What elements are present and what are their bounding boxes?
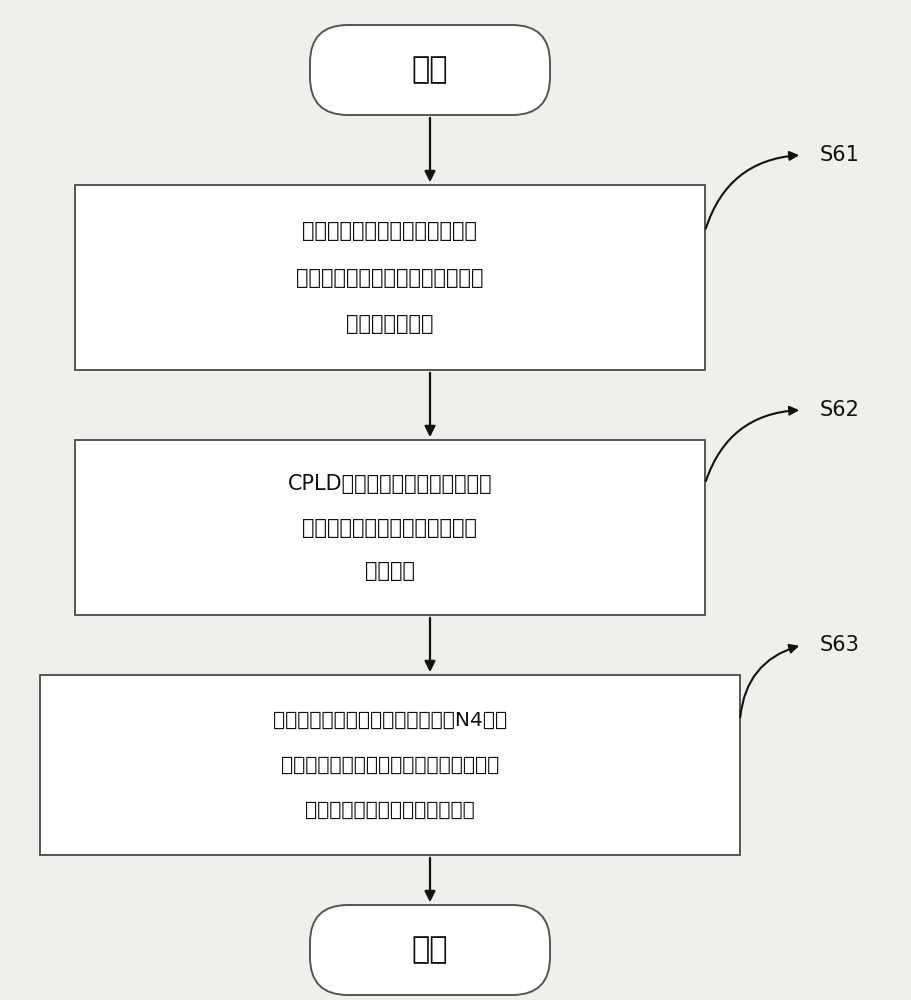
FancyBboxPatch shape bbox=[75, 185, 704, 370]
Text: 供电电路，嵌入式系统重新上电: 供电电路，嵌入式系统重新上电 bbox=[305, 800, 475, 820]
Text: 嵌入式系统供电电路，保护嵌入: 嵌入式系统供电电路，保护嵌入 bbox=[302, 518, 477, 538]
Text: 结束: 结束 bbox=[411, 936, 448, 964]
Text: S63: S63 bbox=[819, 635, 859, 655]
Text: 源电压异常标志: 源电压异常标志 bbox=[346, 314, 434, 334]
Text: S62: S62 bbox=[819, 400, 859, 420]
Text: 式处理器: 式处理器 bbox=[364, 561, 415, 581]
Text: CPLD监测到电源电压异常，切断: CPLD监测到电源电压异常，切断 bbox=[287, 474, 492, 494]
FancyBboxPatch shape bbox=[75, 440, 704, 615]
Text: 测到电源电压正常后，开启嵌入式系统的: 测到电源电压正常后，开启嵌入式系统的 bbox=[281, 756, 498, 774]
FancyBboxPatch shape bbox=[310, 25, 549, 115]
Text: S61: S61 bbox=[819, 145, 859, 165]
FancyBboxPatch shape bbox=[310, 905, 549, 995]
Text: 电源监控模块对电源电压实时监: 电源监控模块对电源电压实时监 bbox=[302, 221, 477, 241]
Text: 定期对电源电压进行检测，若连续N4次检: 定期对电源电压进行检测，若连续N4次检 bbox=[272, 710, 507, 730]
FancyBboxPatch shape bbox=[40, 675, 739, 855]
Text: 控，于电源电压异常时输出系统电: 控，于电源电压异常时输出系统电 bbox=[296, 267, 483, 288]
Text: 开始: 开始 bbox=[411, 55, 448, 85]
